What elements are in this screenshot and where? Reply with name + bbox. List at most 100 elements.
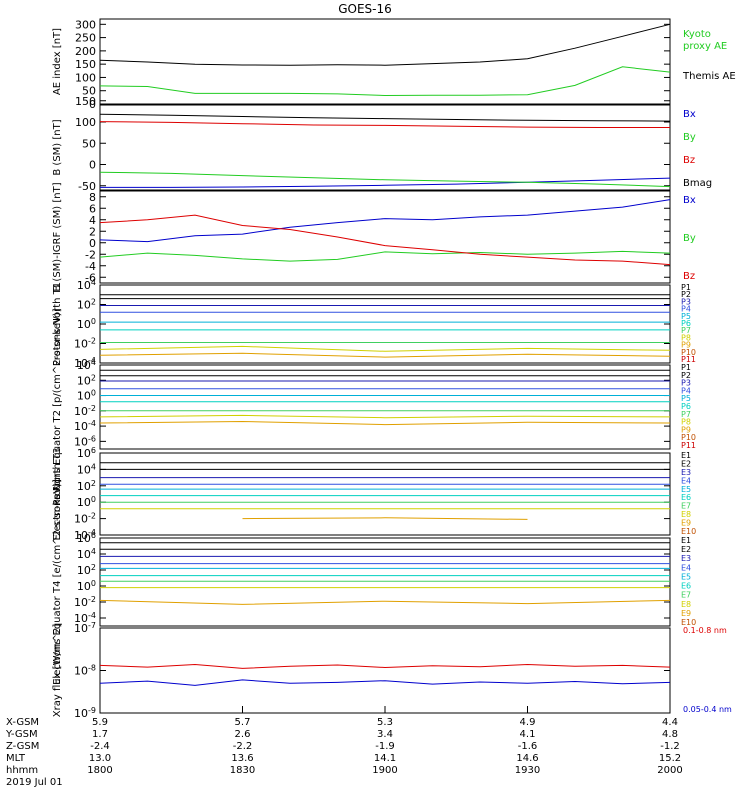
y-tick-label: 50 bbox=[82, 85, 96, 98]
series-line-p8 bbox=[99, 414, 671, 419]
legend-entry: P9 bbox=[681, 425, 691, 434]
legend-entry: E1 bbox=[681, 536, 691, 545]
y-tick-label: -4 bbox=[85, 260, 96, 273]
y-axis-label: B (SM) [nT] bbox=[52, 119, 63, 175]
legend-entry: P10 bbox=[681, 433, 696, 442]
y-tick-label: 10-8 bbox=[74, 664, 96, 678]
ephemeris-value: 1930 bbox=[515, 765, 540, 776]
legend-entry: P1 bbox=[681, 363, 691, 372]
ephemeris-value: 5.9 bbox=[92, 717, 108, 728]
y-axis-label: Protons Equator T2 [p/(cm^2-s-sr-keV)] bbox=[52, 308, 63, 505]
legend-entry: P10 bbox=[681, 348, 696, 357]
y-tick-label: 4 bbox=[89, 214, 96, 227]
legend-entry: E4 bbox=[681, 476, 691, 485]
y-tick-label: 2 bbox=[89, 225, 96, 238]
panel-2: 150 100 50 0 -50 B (SM) [nT] Bx By Bz Bmag bbox=[52, 95, 712, 193]
ephemeris-value: -1.2 bbox=[660, 741, 680, 752]
y-axis-label: Electrons Equator T4 [e/(cm^2-s-sr-keV)] bbox=[52, 479, 63, 685]
panel-frame bbox=[99, 190, 671, 284]
panel-frame bbox=[99, 627, 671, 714]
legend-entry: Bz bbox=[683, 155, 695, 166]
y-axis-label: B (SM)-IGRF (SM) [nT] bbox=[52, 182, 63, 291]
legend-entry: P6 bbox=[681, 402, 691, 411]
legend-entry: E7 bbox=[681, 502, 691, 511]
panel-frame bbox=[99, 364, 671, 450]
ephemeris-value: 13.6 bbox=[231, 753, 253, 764]
legend-entry: P8 bbox=[681, 418, 691, 427]
y-tick-label: -50 bbox=[78, 180, 96, 193]
legend-entry: P11 bbox=[681, 355, 696, 364]
y-tick-label: -2 bbox=[85, 248, 96, 261]
legend-entry: P2 bbox=[681, 371, 691, 380]
legend-entry: Kyoto bbox=[683, 29, 711, 40]
y-tick-label: 0 bbox=[89, 159, 96, 172]
legend-entry: P8 bbox=[681, 333, 691, 342]
legend-entry: 0.1-0.8 nm bbox=[683, 626, 727, 635]
y-axis-label: Protons North T1 bbox=[52, 282, 63, 366]
y-tick-label: 100 bbox=[77, 317, 96, 331]
legend-entry: Bx bbox=[683, 195, 696, 206]
ephemeris-value: -1.9 bbox=[375, 741, 395, 752]
ephemeris-value: 4.4 bbox=[662, 717, 678, 728]
y-tick-label: 102 bbox=[77, 479, 96, 493]
y-tick-label: 10-2 bbox=[74, 337, 96, 351]
legend-entry: P7 bbox=[681, 326, 691, 335]
legend-entry: P4 bbox=[681, 386, 691, 395]
y-tick-label: 102 bbox=[77, 373, 96, 387]
legend-entry: E3 bbox=[681, 554, 691, 563]
ephemeris-value: 1.7 bbox=[92, 729, 108, 740]
legend-entry: P3 bbox=[681, 297, 691, 306]
ephemeris-value: 3.4 bbox=[377, 729, 393, 740]
y-tick-label: 104 bbox=[77, 278, 96, 292]
ephemeris-value: 2.6 bbox=[235, 729, 251, 740]
ephemeris-value: 2000 bbox=[657, 765, 682, 776]
y-tick-label: 10-2 bbox=[74, 595, 96, 609]
y-tick-label: 100 bbox=[75, 71, 96, 84]
y-tick-label: 100 bbox=[77, 579, 96, 593]
series-line-bx bbox=[99, 199, 671, 243]
legend-entry: Bz bbox=[683, 271, 695, 282]
y-tick-label: -6 bbox=[85, 271, 96, 284]
ephemeris-value: 13.0 bbox=[89, 753, 111, 764]
y-tick-label: 102 bbox=[77, 298, 96, 312]
ephemeris-row-label: Z-GSM bbox=[6, 741, 39, 752]
legend-entry: P5 bbox=[681, 394, 691, 403]
panel-frame bbox=[99, 18, 671, 105]
y-tick-label: 6 bbox=[89, 202, 96, 215]
legend-entry: proxy AE bbox=[683, 41, 727, 52]
ephemeris-value: 1830 bbox=[230, 765, 255, 776]
legend-entry: E6 bbox=[681, 493, 691, 502]
ephemeris-value: 15.2 bbox=[659, 753, 681, 764]
legend-entry: P2 bbox=[681, 290, 691, 299]
y-tick-label: 0 bbox=[89, 98, 96, 111]
y-tick-label: 10-7 bbox=[74, 621, 96, 635]
legend-entry: P1 bbox=[681, 283, 691, 292]
legend-entry: Themis AE bbox=[682, 71, 736, 82]
series-line-p8 bbox=[99, 345, 671, 352]
ephemeris-value: 14.1 bbox=[374, 753, 396, 764]
legend-entry: E5 bbox=[681, 572, 691, 581]
y-axis-label: AE index [nT] bbox=[52, 28, 63, 95]
series-line-bz bbox=[99, 121, 670, 128]
panel-frame bbox=[99, 537, 671, 627]
legend-entry: Bmag bbox=[683, 178, 712, 189]
ephemeris-value: 5.3 bbox=[377, 717, 393, 728]
ephemeris-value: 4.9 bbox=[520, 717, 536, 728]
series-line-bmag bbox=[99, 113, 671, 122]
date-label: 2019 Jul 01 bbox=[6, 777, 63, 788]
legend-entry: E3 bbox=[681, 468, 691, 477]
y-tick-label: 50 bbox=[82, 137, 96, 150]
y-tick-label: 250 bbox=[75, 32, 96, 45]
legend-entry: E1 bbox=[681, 451, 691, 460]
series-line-0-1-0-8-nm bbox=[99, 663, 671, 669]
legend-entry: E9 bbox=[681, 519, 691, 528]
legend-entry: P6 bbox=[681, 319, 691, 328]
legend-entry: E5 bbox=[681, 485, 691, 494]
legend-entry: P9 bbox=[681, 341, 691, 350]
